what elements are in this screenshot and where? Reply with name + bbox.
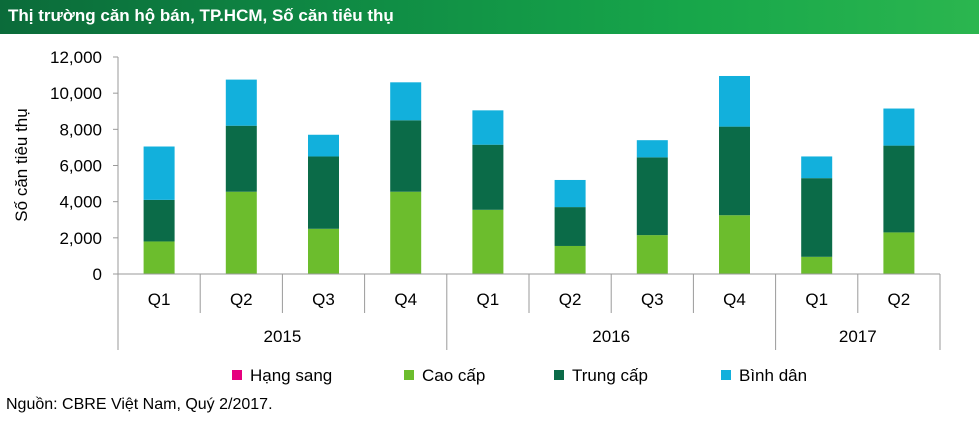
- source-note: Nguồn: CBRE Việt Nam, Quý 2/2017.: [6, 396, 273, 413]
- bar-segment-bình-dân: [636, 140, 668, 158]
- bar-segment-trung-cấp: [636, 157, 668, 236]
- bar-segment-trung-cấp: [225, 125, 257, 192]
- x-tick-label: Q1: [477, 290, 500, 309]
- y-tick-label: 6,000: [59, 157, 102, 176]
- bar-segment-bình-dân: [143, 146, 175, 200]
- bar-segment-bình-dân: [883, 108, 915, 146]
- bar-segment-cao-cấp: [143, 241, 175, 274]
- group-label: 2017: [839, 327, 877, 346]
- legend-swatch: [554, 370, 564, 380]
- bar-segment-cao-cấp: [801, 256, 833, 274]
- bar-segment-cao-cấp: [636, 235, 668, 274]
- x-tick-label: Q2: [888, 290, 911, 309]
- title-banner: Thị trường căn hộ bán, TP.HCM, Số căn ti…: [0, 0, 979, 34]
- bar-segment-cao-cấp: [225, 191, 257, 274]
- bar-segment-cao-cấp: [554, 245, 586, 274]
- y-tick-label: 0: [93, 265, 102, 284]
- bar-segment-bình-dân: [472, 110, 504, 145]
- bar-segment-trung-cấp: [719, 126, 750, 216]
- x-tick-label: Q4: [723, 290, 746, 309]
- bar-segment-trung-cấp: [801, 178, 833, 257]
- x-tick-label: Q1: [148, 290, 171, 309]
- bar-segment-cao-cấp: [390, 191, 422, 274]
- legend-label: Cao cấp: [422, 366, 485, 385]
- x-tick-label: Q1: [805, 290, 828, 309]
- bar-segment-trung-cấp: [883, 145, 915, 233]
- legend-label: Trung cấp: [572, 366, 648, 385]
- bar-segment-cao-cấp: [472, 209, 504, 274]
- bar-segment-cao-cấp: [883, 232, 915, 274]
- legend-label: Bình dân: [739, 366, 807, 385]
- bar-segment-bình-dân: [801, 156, 833, 179]
- bar-segment-cao-cấp: [719, 215, 750, 274]
- bar-segment-trung-cấp: [308, 156, 339, 229]
- legend-label: Hạng sang: [250, 366, 332, 385]
- chart-title: Thị trường căn hộ bán, TP.HCM, Số căn ti…: [8, 6, 394, 25]
- x-tick-label: Q3: [641, 290, 664, 309]
- bar-segment-bình-dân: [554, 179, 586, 208]
- bar-segment-bình-dân: [225, 79, 257, 126]
- x-tick-label: Q4: [394, 290, 417, 309]
- y-tick-label: 2,000: [59, 229, 102, 248]
- x-tick-label: Q3: [312, 290, 335, 309]
- group-label: 2015: [263, 327, 301, 346]
- bar-segment-trung-cấp: [390, 120, 422, 192]
- bar-segment-bình-dân: [390, 82, 422, 121]
- y-tick-label: 4,000: [59, 193, 102, 212]
- group-label: 2016: [592, 327, 630, 346]
- y-tick-label: 8,000: [59, 120, 102, 139]
- legend-swatch: [721, 370, 731, 380]
- bar-segment-trung-cấp: [143, 199, 175, 242]
- bar-segment-trung-cấp: [472, 144, 504, 210]
- y-axis-title: Số căn tiêu thụ: [12, 108, 31, 221]
- bar-segment-bình-dân: [308, 134, 339, 157]
- legend-swatch: [232, 370, 242, 380]
- legend-swatch: [404, 370, 414, 380]
- bar-segment-cao-cấp: [308, 228, 339, 274]
- x-tick-label: Q2: [230, 290, 253, 309]
- y-tick-label: 12,000: [50, 48, 102, 67]
- bar-segment-bình-dân: [719, 75, 750, 127]
- y-tick-label: 10,000: [50, 84, 102, 103]
- x-tick-label: Q2: [559, 290, 582, 309]
- bar-segment-trung-cấp: [554, 207, 586, 246]
